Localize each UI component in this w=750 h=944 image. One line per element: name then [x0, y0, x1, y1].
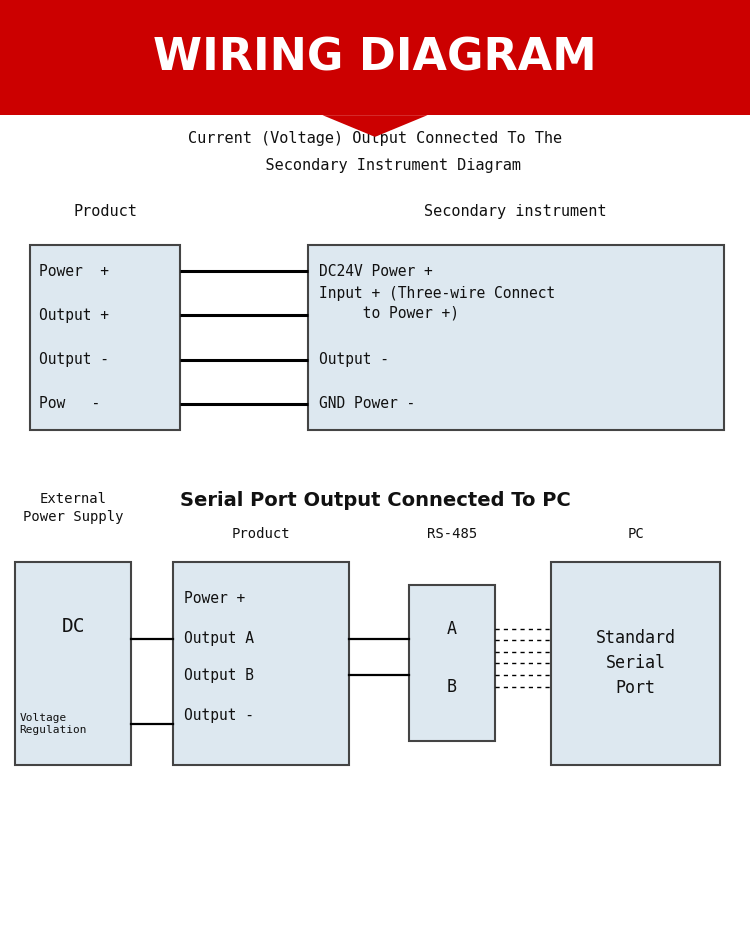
- Text: PC: PC: [627, 527, 644, 541]
- Text: A: A: [447, 620, 457, 638]
- Bar: [551, 562, 720, 765]
- Text: Pow   -: Pow -: [39, 396, 101, 412]
- Text: Standard
Serial
Port: Standard Serial Port: [596, 629, 676, 698]
- Text: Output +: Output +: [39, 308, 109, 323]
- Text: GND Power -: GND Power -: [319, 396, 415, 412]
- Bar: [308, 245, 724, 430]
- Bar: [30, 245, 180, 430]
- Text: Product: Product: [231, 527, 290, 541]
- Text: Serial Port Output Connected To PC: Serial Port Output Connected To PC: [180, 491, 570, 510]
- Bar: [15, 562, 131, 765]
- Text: Output -: Output -: [184, 708, 254, 723]
- Text: RS-485: RS-485: [427, 527, 477, 541]
- Bar: [409, 585, 495, 741]
- Text: Output B: Output B: [184, 667, 254, 683]
- Text: to Power +): to Power +): [319, 306, 459, 321]
- Text: Secondary instrument: Secondary instrument: [424, 204, 607, 219]
- Text: WIRING DIAGRAM: WIRING DIAGRAM: [153, 36, 597, 79]
- Text: Power +: Power +: [184, 591, 245, 606]
- Text: Input + (Three-wire Connect: Input + (Three-wire Connect: [319, 286, 555, 301]
- Text: B: B: [447, 678, 457, 696]
- Text: Voltage
Regulation: Voltage Regulation: [20, 713, 87, 735]
- Text: Output A: Output A: [184, 632, 254, 647]
- Polygon shape: [322, 115, 428, 137]
- Text: Secondary Instrument Diagram: Secondary Instrument Diagram: [229, 158, 521, 173]
- Text: Product: Product: [73, 204, 137, 219]
- Text: Output -: Output -: [39, 352, 109, 367]
- Text: DC24V Power +: DC24V Power +: [319, 263, 433, 278]
- Text: External
Power Supply: External Power Supply: [22, 492, 123, 524]
- Text: DC: DC: [62, 617, 85, 636]
- Text: Power  +: Power +: [39, 263, 109, 278]
- Text: Output -: Output -: [319, 352, 388, 367]
- Bar: [0, 0, 750, 115]
- Text: Current (Voltage) Output Connected To The: Current (Voltage) Output Connected To Th…: [188, 131, 562, 146]
- Bar: [172, 562, 349, 765]
